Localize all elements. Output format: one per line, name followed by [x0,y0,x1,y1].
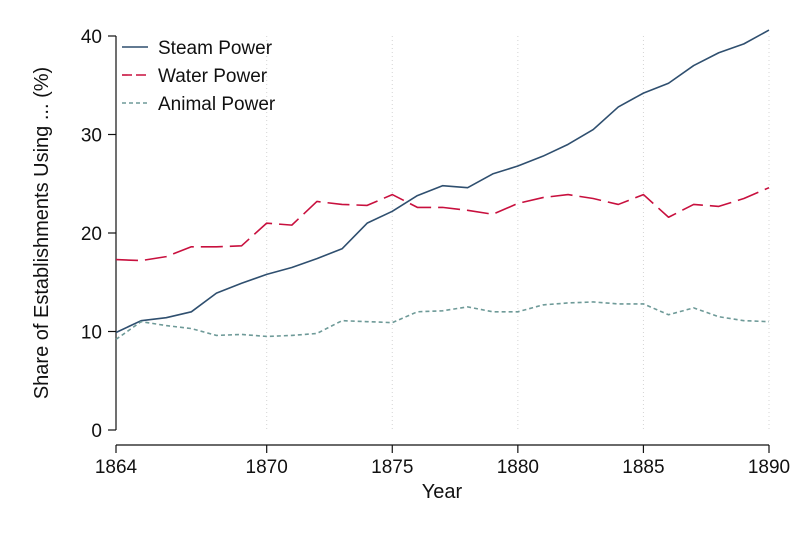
y-tick-label: 10 [81,323,102,344]
x-tick-label: 1880 [497,457,539,478]
legend-label: Water Power [158,66,268,87]
legend: Steam Power Water Power Animal Power [122,38,276,115]
y-tick-label: 20 [81,224,102,245]
legend-label: Animal Power [158,94,276,115]
x-axis-title: Year [422,481,463,503]
x-tick-label: 1890 [748,457,790,478]
x-tick-label: 1885 [622,457,664,478]
series-line-animal-power [115,301,770,341]
series-line-water-power [115,186,770,262]
x-tick-label: 1870 [246,457,288,478]
x-tick-label: 1875 [371,457,413,478]
series-line-steam-power [115,29,770,334]
y-tick-label: 0 [91,421,102,442]
x-tick-label: 1864 [95,457,138,478]
y-tick-label: 40 [81,27,102,48]
series-lines [115,29,770,341]
y-axis-title: Share of Establishments Using ... (%) [31,67,53,399]
x-ticks: 1864 1870 1875 1880 1885 1890 [95,445,790,478]
y-tick-label: 30 [81,126,102,147]
legend-label: Steam Power [158,38,273,59]
y-ticks: 0 10 20 30 40 [81,27,116,442]
